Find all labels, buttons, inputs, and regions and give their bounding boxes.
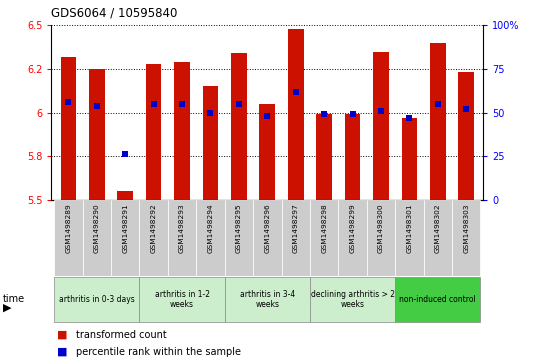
Bar — [402, 118, 417, 200]
Text: arthritis in 0-3 days: arthritis in 0-3 days — [59, 295, 134, 304]
Point — [377, 108, 386, 114]
Bar — [310, 200, 339, 276]
Text: GSM1498301: GSM1498301 — [407, 203, 413, 253]
Text: GSM1498291: GSM1498291 — [122, 203, 128, 253]
Text: GSM1498290: GSM1498290 — [94, 203, 100, 253]
Text: GSM1498293: GSM1498293 — [179, 203, 185, 253]
Bar — [196, 200, 225, 276]
Bar — [139, 277, 225, 322]
Text: declining arthritis > 2
weeks: declining arthritis > 2 weeks — [310, 290, 395, 309]
Point — [348, 111, 357, 117]
Bar — [253, 200, 281, 276]
Bar — [260, 104, 275, 200]
Point — [405, 115, 414, 121]
Text: GSM1498299: GSM1498299 — [349, 203, 355, 253]
Point — [64, 99, 73, 105]
Text: GSM1498302: GSM1498302 — [435, 203, 441, 253]
Text: GSM1498297: GSM1498297 — [293, 203, 299, 253]
Bar — [83, 200, 111, 276]
Text: GSM1498294: GSM1498294 — [207, 203, 213, 253]
Text: GSM1498295: GSM1498295 — [236, 203, 242, 253]
Bar — [458, 73, 474, 200]
Bar — [117, 191, 133, 200]
Point — [320, 111, 328, 117]
Point — [206, 110, 215, 115]
Bar — [54, 277, 139, 322]
Bar — [281, 200, 310, 276]
Point — [263, 113, 272, 119]
Bar — [316, 114, 332, 200]
Text: GSM1498298: GSM1498298 — [321, 203, 327, 253]
Bar — [310, 277, 395, 322]
Bar — [345, 114, 360, 200]
Bar — [288, 29, 303, 200]
Point — [121, 151, 130, 157]
Bar — [395, 277, 481, 322]
Bar — [452, 200, 481, 276]
Text: transformed count: transformed count — [76, 330, 166, 339]
Text: arthritis in 1-2
weeks: arthritis in 1-2 weeks — [154, 290, 210, 309]
Point — [462, 106, 470, 112]
Point — [92, 103, 101, 109]
Bar — [139, 200, 168, 276]
Bar — [339, 200, 367, 276]
Bar — [54, 200, 83, 276]
Bar — [373, 52, 389, 200]
Text: ▶: ▶ — [3, 302, 11, 313]
Text: ■: ■ — [57, 330, 67, 339]
Bar — [202, 86, 218, 200]
Bar — [423, 200, 452, 276]
Bar — [395, 200, 423, 276]
Bar — [367, 200, 395, 276]
Point — [178, 101, 186, 107]
Text: time: time — [3, 294, 25, 305]
Text: ■: ■ — [57, 347, 67, 357]
Point — [434, 101, 442, 107]
Bar — [146, 64, 161, 200]
Text: GSM1498300: GSM1498300 — [378, 203, 384, 253]
Point — [292, 89, 300, 94]
Bar — [225, 277, 310, 322]
Text: GSM1498296: GSM1498296 — [264, 203, 271, 253]
Bar — [89, 69, 105, 200]
Text: percentile rank within the sample: percentile rank within the sample — [76, 347, 241, 357]
Text: non-induced control: non-induced control — [400, 295, 476, 304]
Text: GSM1498289: GSM1498289 — [65, 203, 71, 253]
Bar — [174, 62, 190, 200]
Text: arthritis in 3-4
weeks: arthritis in 3-4 weeks — [240, 290, 295, 309]
Bar — [60, 57, 76, 200]
Bar — [225, 200, 253, 276]
Point — [234, 101, 243, 107]
Bar — [168, 200, 196, 276]
Text: GDS6064 / 10595840: GDS6064 / 10595840 — [51, 7, 178, 20]
Text: GSM1498303: GSM1498303 — [463, 203, 469, 253]
Point — [149, 101, 158, 107]
Bar — [430, 43, 446, 200]
Bar — [231, 53, 247, 200]
Bar — [111, 200, 139, 276]
Text: GSM1498292: GSM1498292 — [151, 203, 157, 253]
